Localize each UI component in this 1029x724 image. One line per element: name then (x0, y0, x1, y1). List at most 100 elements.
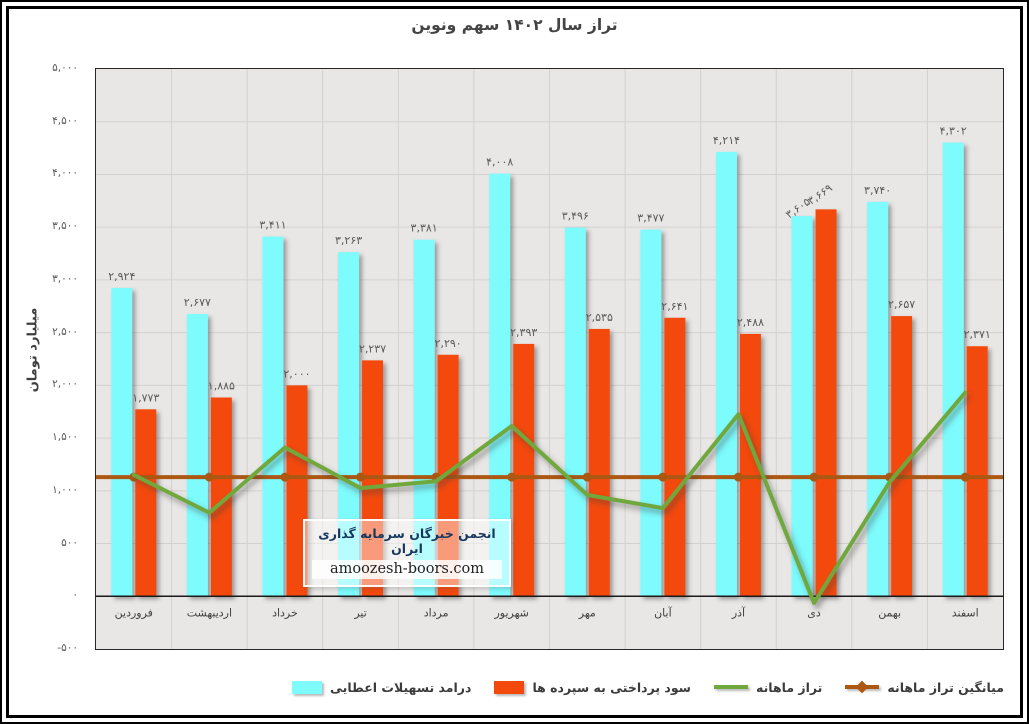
bar-data-label: ۳,۳۸۱ (411, 222, 438, 235)
average-balance-marker (733, 472, 743, 482)
bar-facilities-income (489, 173, 511, 597)
average-balance-marker (204, 472, 214, 482)
y-tick-label: ۵۰۰ (61, 536, 78, 549)
average-balance-marker (960, 472, 970, 482)
bar-data-label: ۲,۶۴۱ (661, 300, 688, 313)
legend-label-facilities-income: درامد تسهیلات اعطایی (330, 679, 472, 695)
bar-data-label: ۳,۶۶۹ (805, 181, 835, 207)
bar-deposit-interest (739, 333, 761, 597)
average-balance-marker (658, 472, 668, 482)
legend-label-deposit-interest: سود پرداختی به سپرده ها (532, 679, 691, 695)
month-label: بهمن (878, 606, 901, 619)
bar-facilities-income (413, 239, 435, 597)
average-balance-marker (507, 472, 517, 482)
month-label: اردیبهشت (187, 606, 232, 619)
bar-data-label: ۲,۶۷۷ (184, 296, 211, 309)
month-label: آبان (654, 605, 672, 619)
bar-data-label: ۲,۳۷۱ (964, 328, 991, 341)
bar-data-label: ۴,۳۰۲ (940, 125, 967, 138)
bar-deposit-interest (210, 397, 232, 597)
y-tick-label: ۲,۵۰۰ (52, 325, 78, 338)
month-label: خرداد (272, 606, 298, 619)
bar-data-label: ۲,۳۹۳ (510, 326, 537, 339)
bar-deposit-interest (588, 328, 610, 597)
bar-data-label: ۱,۸۸۵ (208, 379, 235, 392)
bar-deposit-interest (966, 346, 988, 597)
bar-data-label: ۴,۰۰۸ (486, 156, 513, 169)
bar-facilities-income (715, 151, 737, 597)
average-balance-marker (356, 472, 366, 482)
y-tick-label: ۴,۰۰۰ (52, 167, 78, 180)
bar-data-label: ۳,۴۹۶ (562, 210, 589, 223)
bar-data-label: ۳,۷۴۰ (864, 184, 891, 197)
average-balance-marker (280, 472, 290, 482)
legend-item-facilities-income: درامد تسهیلات اعطایی (292, 680, 471, 695)
bar-deposit-interest (891, 316, 913, 597)
watermark-organization: انجمن خبرگان سرمایه گذاری ایران (318, 526, 496, 556)
bar-facilities-income (338, 252, 360, 597)
watermark-box: انجمن خبرگان سرمایه گذاری ایران amoozesh… (303, 519, 511, 587)
bar-facilities-income (640, 229, 662, 597)
y-tick-label: ۵,۰۰۰ (52, 62, 78, 74)
bar-facilities-income (942, 142, 964, 597)
legend-swatch-cyan-bar (292, 680, 322, 694)
bar-facilities-income (262, 236, 284, 597)
y-tick-label: ۳,۰۰۰ (52, 272, 78, 285)
average-balance-marker (809, 472, 819, 482)
month-label: دی (807, 606, 821, 619)
legend: درامد تسهیلات اعطایی سود پرداختی به سپرد… (292, 672, 1004, 702)
bar-facilities-income (791, 216, 813, 597)
bar-data-label: ۲,۲۹۰ (435, 337, 462, 350)
bar-data-label: ۴,۲۱۴ (713, 134, 740, 147)
bar-deposit-interest (815, 209, 837, 597)
bar-data-label: ۲,۵۳۵ (586, 311, 613, 324)
legend-label-monthly-balance: تراز ماهانه (756, 679, 823, 695)
month-label: فروردین (115, 606, 153, 619)
legend-item-monthly-balance: تراز ماهانه (714, 680, 822, 695)
legend-label-average-balance: میانگین تراز ماهانه (887, 679, 1004, 695)
bar-facilities-income (867, 201, 889, 597)
month-label: شهریور (493, 606, 528, 619)
legend-swatch-brown-line-marker (845, 680, 880, 694)
month-label: آذر (731, 605, 746, 619)
legend-item-deposit-interest: سود پرداختی به سپرده ها (494, 679, 691, 695)
bar-deposit-interest (286, 385, 308, 597)
plot-area: ۲,۹۲۴ ۱,۷۷۳ ۲,۶۷۷ ۱,۸۸۵ ۳,۴۱۱ ۲,۰۰۰ ۳,۲۶۳ ۲,۲۳۷… (95, 68, 1004, 650)
bar-deposit-interest (664, 317, 686, 597)
y-tick-label: ۳,۵۰۰ (52, 220, 78, 233)
legend-item-average-balance: میانگین تراز ماهانه (845, 680, 1004, 695)
bar-facilities-income (111, 287, 133, 597)
legend-swatch-green-line (714, 685, 748, 689)
bar-deposit-interest (135, 409, 157, 597)
bar-deposit-interest (513, 343, 535, 597)
y-tick-label: ۱,۵۰۰ (52, 431, 78, 444)
month-label: اسفند (952, 606, 979, 619)
bar-data-label: ۲,۴۸۸ (737, 316, 764, 329)
plot-svg: ۲,۹۲۴ ۱,۷۷۳ ۲,۶۷۷ ۱,۸۸۵ ۳,۴۱۱ ۲,۰۰۰ ۳,۲۶۳ ۲,۲۳۷… (96, 69, 1003, 649)
bar-data-label: ۲,۰۰۰ (283, 367, 310, 380)
bar-data-label: ۲,۹۲۴ (108, 270, 135, 283)
y-axis-tick-labels: ۵,۰۰۰ ۴,۵۰۰ ۴,۰۰۰ ۳,۵۰۰ ۳,۰۰۰ ۲,۵۰۰ ۲,۰۰۰ ۱,۵۰۰… (0, 0, 80, 724)
bar-facilities-income (564, 227, 586, 597)
y-tick-label: ۱,۰۰۰ (52, 483, 78, 496)
monthly-balance-line (131, 390, 968, 606)
y-tick-label: ۲,۰۰۰ (52, 378, 78, 391)
bar-data-label: ۳,۴۷۷ (637, 212, 664, 225)
month-label: مرداد (424, 606, 449, 619)
bar-data-label: ۱,۷۷۳ (132, 391, 159, 404)
average-diamond-marker-icon (856, 680, 869, 694)
bar-facilities-income (186, 313, 208, 597)
legend-swatch-orange-bar (494, 680, 525, 694)
bar-data-label: ۲,۶۵۷ (888, 298, 915, 311)
month-label: مهر (578, 606, 596, 619)
y-tick-label: -۵۰۰ (57, 642, 78, 654)
bar-data-label: ۲,۲۳۷ (359, 342, 386, 355)
average-balance-marker (582, 472, 592, 482)
bar-data-label: ۳,۲۶۳ (335, 234, 362, 247)
chart-title: تراز سال ۱۴۰۲ سهم ونوین (411, 16, 618, 34)
y-tick-label: ۴,۵۰۰ (52, 114, 78, 127)
watermark-website: amoozesh-boors.com (312, 560, 502, 579)
month-label: تیر (353, 606, 366, 619)
y-tick-label: ۰ (72, 589, 78, 602)
